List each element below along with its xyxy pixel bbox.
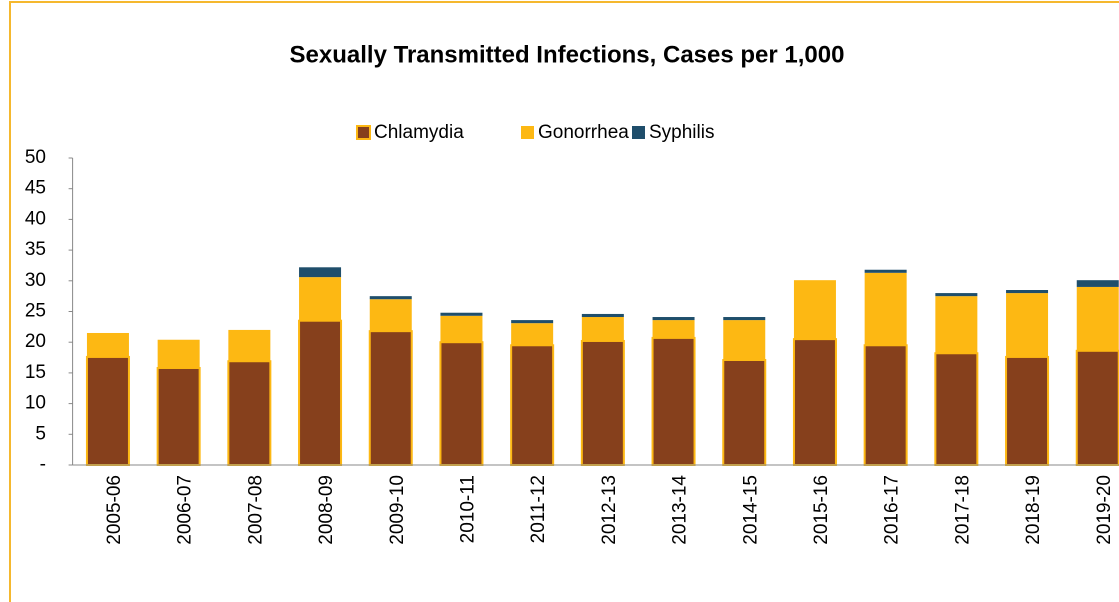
x-tick-label: 2013-14: [670, 475, 691, 545]
chart-border: [9, 1, 1119, 602]
y-tick-label: 15: [25, 362, 46, 383]
bar-segment: [652, 317, 695, 321]
y-tick-label: 50: [25, 147, 46, 168]
legend-label: Gonorrhea: [538, 122, 629, 143]
bar-segment: [723, 320, 766, 361]
x-tick-label: 2005-06: [104, 475, 125, 545]
bar-segment: [793, 280, 836, 340]
bar-segment: [1006, 290, 1049, 294]
bar-segment: [792, 338, 837, 467]
bar-segment: [581, 317, 624, 341]
bar-segment: [86, 332, 129, 357]
bar-segment: [511, 323, 554, 346]
y-tick-label: 30: [25, 270, 46, 291]
bar-segment: [510, 344, 555, 466]
x-tick-label: 2006-07: [175, 475, 196, 545]
bar-segment: [722, 359, 767, 467]
bar-segment: [1005, 355, 1050, 467]
bar-segment: [1075, 349, 1119, 466]
y-tick-label: 20: [25, 331, 46, 352]
bar-segment: [581, 313, 624, 318]
legend-swatch: [632, 126, 645, 139]
y-tick-label: 35: [25, 239, 46, 260]
bar-segment: [439, 341, 484, 467]
y-tick-label: 25: [25, 301, 46, 322]
x-tick-label: 2007-08: [245, 475, 266, 545]
x-tick-label: 2017-18: [952, 475, 973, 545]
bar-segment: [85, 355, 130, 467]
legend-label: Chlamydia: [374, 122, 464, 143]
x-tick-label: 2014-15: [740, 475, 761, 545]
y-tick-label: -: [40, 454, 46, 475]
bar-segment: [1076, 280, 1119, 287]
bar-segment: [864, 269, 907, 273]
bar-segment: [298, 319, 343, 466]
legend-swatch: [356, 125, 371, 140]
x-tick-label: 2015-16: [811, 475, 832, 545]
y-tick-label: 40: [25, 208, 46, 229]
bar-segment: [580, 339, 625, 466]
bar-segment: [157, 339, 200, 368]
x-tick-label: 2010-11: [457, 475, 478, 543]
x-tick-label: 2009-10: [387, 475, 408, 545]
bar-segment: [156, 366, 201, 467]
y-tick-label: 10: [25, 393, 46, 414]
x-tick-label: 2011-12: [528, 475, 549, 543]
bar-segment: [299, 277, 342, 321]
chart-title: Sexually Transmitted Infections, Cases p…: [290, 41, 845, 68]
bar-segment: [652, 320, 695, 338]
bar-segment: [228, 329, 271, 362]
x-tick-label: 2018-19: [1023, 475, 1044, 545]
bar-segment: [511, 320, 554, 324]
bar-segment: [1006, 293, 1049, 357]
bar-segment: [935, 293, 978, 297]
bar-segment: [934, 352, 979, 467]
x-tick-label: 2016-17: [882, 475, 903, 545]
bar-segment: [227, 360, 272, 467]
bar-segment: [863, 344, 908, 466]
bar-segment: [935, 296, 978, 354]
bar-segment: [440, 312, 483, 316]
bar-segment: [369, 299, 412, 332]
bar-segment: [651, 336, 696, 467]
legend-swatch: [521, 126, 534, 139]
x-tick-label: 2012-13: [599, 475, 620, 545]
y-tick-label: 5: [35, 423, 46, 444]
bar-segment: [723, 317, 766, 321]
bar-segment: [369, 296, 412, 300]
x-tick-label: 2008-09: [316, 475, 337, 545]
x-tick-label: 2019-20: [1094, 475, 1115, 545]
bar-segment: [1076, 286, 1119, 351]
bar-segment: [368, 330, 413, 467]
legend-label: Syphilis: [649, 122, 714, 143]
bar-segment: [299, 267, 342, 278]
bar-segment: [864, 272, 907, 346]
y-tick-label: 45: [25, 178, 46, 199]
bar-segment: [440, 315, 483, 343]
